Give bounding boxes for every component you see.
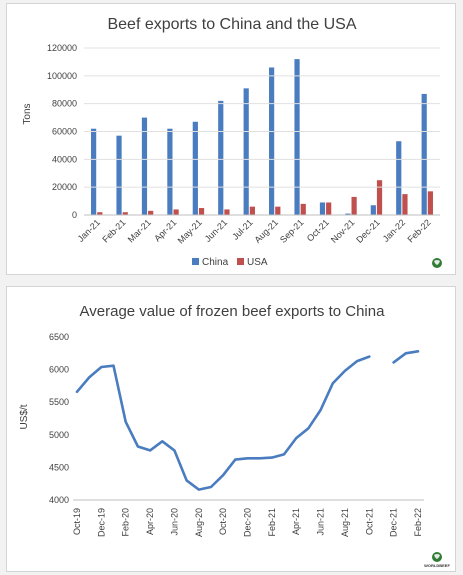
bar-usa-sep-21 [300,203,306,215]
bar-china-may-21 [192,121,198,215]
x-tick-label: Feb-20 [121,508,131,537]
globe-land-icon [434,554,440,559]
bar-usa-apr-21 [173,209,179,215]
y-tick-label: 6500 [49,332,69,342]
line-series-group [75,350,420,491]
y-tick-label: 4500 [49,462,69,472]
bar-china-feb-22 [421,93,427,215]
bar-china-jan-22 [396,141,402,215]
bar-usa-dec-21 [376,180,383,215]
y-tick-label: 5500 [49,397,69,407]
y-tick-label: 20000 [52,182,77,192]
bar-china-feb-21 [116,135,122,215]
bar-china-jul-21 [243,88,249,215]
worldbeef-logo [432,258,442,268]
x-tick-label: Jan-21 [76,217,103,244]
y-tick-label: 80000 [52,99,77,109]
x-tick-label: Feb-21 [100,217,127,244]
x-tick-label: Dec-20 [243,508,253,537]
x-tick-label: Mar-21 [126,217,153,244]
bar-china-dec-21 [370,205,376,215]
logo-wordmark: WORLDBEEF [424,563,450,568]
y-tick-label: 6000 [49,365,69,375]
bar-usa-feb-22 [427,191,433,215]
x-tick-label: Oct-21 [305,217,331,243]
y-tick-label: 0 [72,210,77,220]
y-tick-label: 40000 [52,154,77,164]
x-tick-label: Aug-21 [340,508,350,537]
x-tick-label: Oct-20 [218,508,228,535]
bar-usa-jan-22 [402,194,408,215]
bar-china-jan-21 [91,128,97,215]
x-tick-label: Feb-22 [405,217,432,244]
legend-label-usa: USA [247,257,268,268]
x-tick-label: Feb-22 [413,508,423,537]
x-tick-label: Jan-22 [381,217,408,244]
x-tick-label: Oct-21 [364,508,374,535]
y-tick-label: 120000 [47,43,77,53]
bar-usa-aug-21 [275,206,281,215]
bar-usa-mar-21 [148,210,154,215]
legend-swatch-usa [237,258,244,265]
x-tick-label: Nov-21 [329,217,357,245]
y-tick-label: 100000 [47,71,77,81]
bar-usa-oct-21 [326,202,332,215]
frozen-beef-value-line-chart: Average value of frozen beef exports to … [19,303,450,568]
y-axis-label: US$/t [19,404,30,429]
x-tick-label: Dec-19 [96,508,106,537]
chart-legend: China USA [192,257,268,268]
x-tick-label: Jun-21 [203,217,230,244]
bar-usa-jun-21 [224,209,230,215]
x-tick-label: Dec-21 [389,508,399,537]
x-tick-label: Apr-21 [152,217,178,243]
x-tick-label: Oct-19 [72,508,82,535]
bar-china-jun-21 [218,100,224,215]
chart-title: Average value of frozen beef exports to … [80,303,386,320]
bar-usa-may-21 [198,208,205,215]
bar-usa-jan-21 [97,212,103,215]
bars-group [91,59,433,216]
worldbeef-logo: WORLDBEEF [424,552,450,568]
beef-exports-bar-chart: Beef exports to China and the USA Tons C… [22,16,442,268]
bar-usa-nov-21 [351,196,357,215]
frozen-beef-value-chart-panel: Average value of frozen beef exports to … [6,286,456,572]
x-tick-label: Apr-20 [145,508,155,535]
x-tick-label: Feb-21 [267,508,277,537]
x-tick-label: Jun-21 [316,508,326,536]
x-tick-label: Aug-21 [253,217,281,245]
x-tick-label: Apr-21 [291,508,301,535]
x-tick-label: May-21 [176,217,204,245]
x-tick-label: Jul-21 [230,217,254,241]
bar-china-nov-21 [345,213,351,215]
x-tick-label: Sep-21 [278,217,306,245]
globe-land-icon [434,260,440,265]
bar-china-sep-21 [294,59,300,216]
value-line-segment-2 [392,350,420,364]
bar-china-aug-21 [269,67,275,215]
beef-exports-chart-panel: Beef exports to China and the USA Tons C… [6,3,456,275]
x-tick-label: Aug-20 [194,508,204,537]
bar-china-oct-21 [319,202,326,215]
y-tick-label: 60000 [52,127,77,137]
bar-usa-jul-21 [249,206,255,215]
value-line-segment-1 [75,355,371,491]
chart-title: Beef exports to China and the USA [107,16,356,33]
bar-china-mar-21 [141,117,148,215]
x-tick-label: Jun-20 [169,508,179,536]
x-tick-label: Dec-21 [354,217,382,245]
y-tick-label: 5000 [49,430,69,440]
legend-label-china: China [202,257,229,268]
y-tick-label: 4000 [49,495,69,505]
y-axis-label: Tons [22,103,33,124]
bar-china-apr-21 [167,128,173,215]
legend-swatch-china [192,258,199,265]
bar-usa-feb-21 [122,212,128,215]
